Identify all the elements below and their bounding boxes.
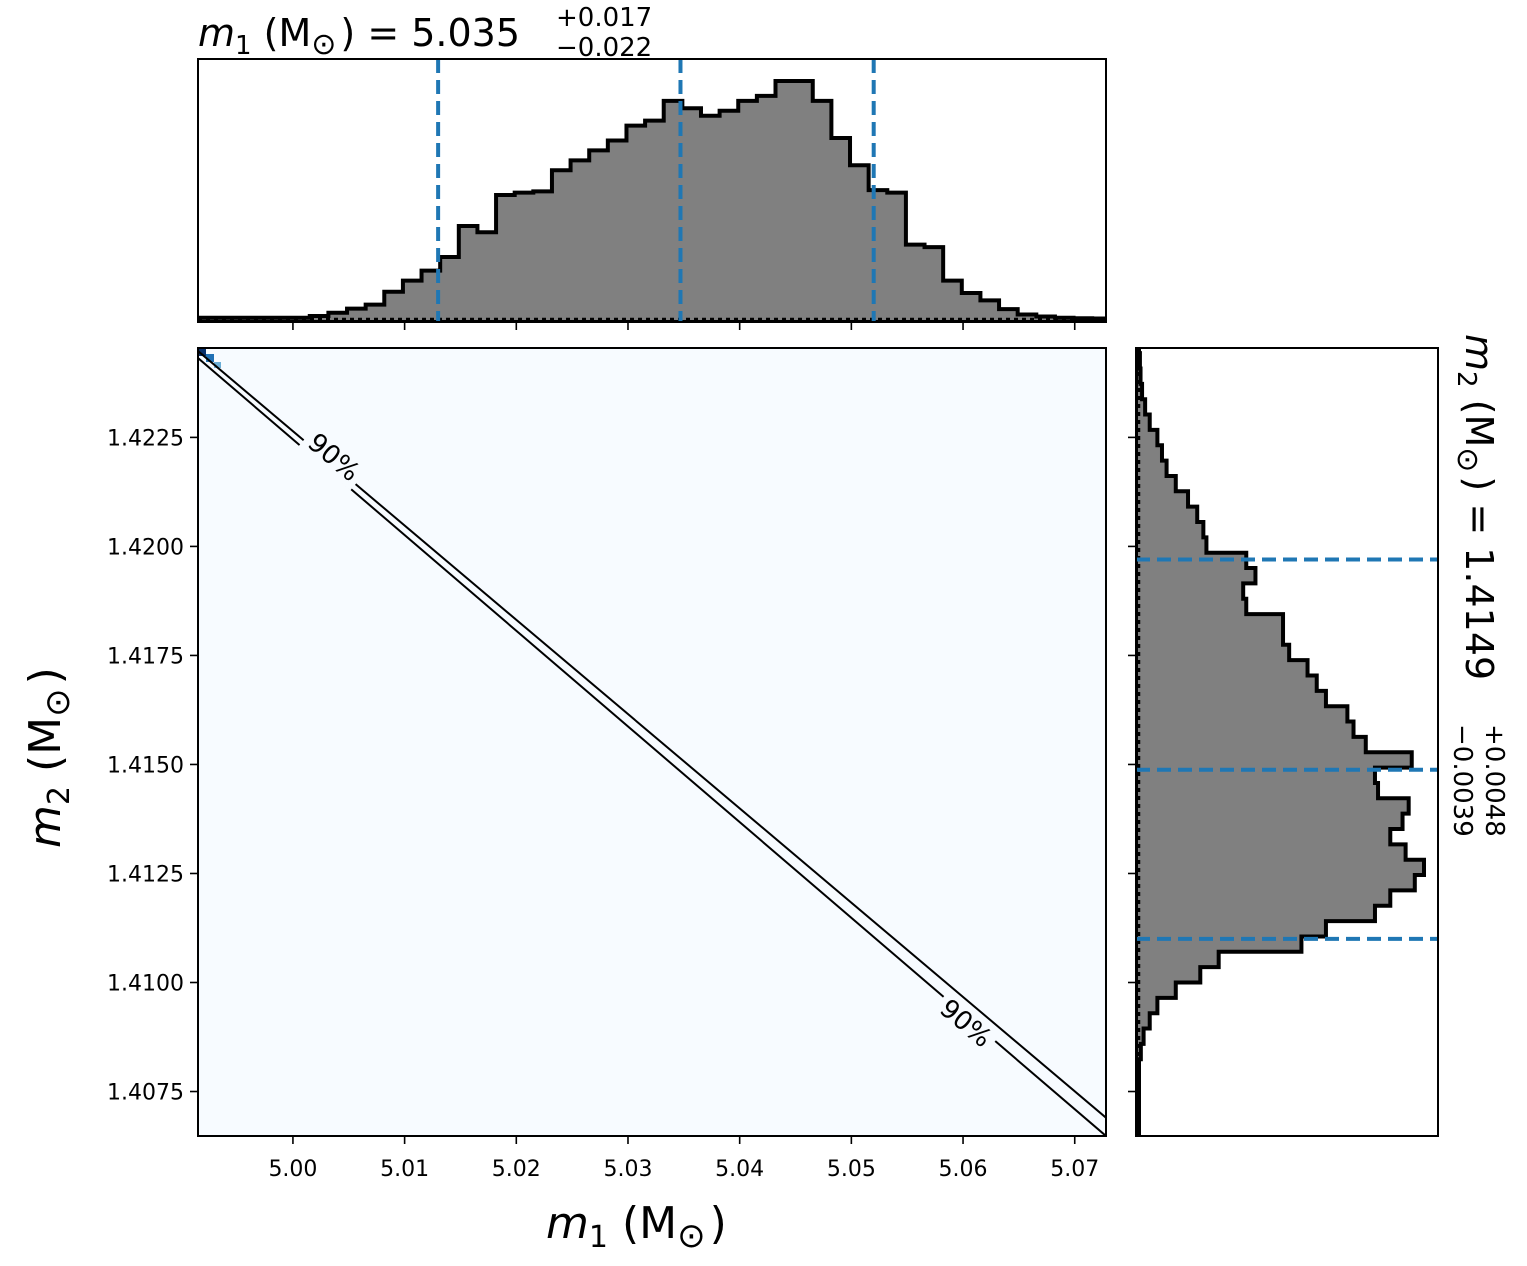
x-tick-label: 5.05 [827, 1157, 876, 1182]
main-frame [197, 347, 1107, 1137]
m2-histogram-bars [1136, 348, 1426, 1136]
x-tick-label: 5.06 [939, 1157, 988, 1182]
right-frame [1135, 347, 1439, 1137]
x-tick-label: 5.03 [603, 1157, 652, 1182]
m1-histogram [198, 59, 1106, 322]
m1-title-plus: +0.017 [556, 3, 652, 33]
x-tick-label: 5.04 [715, 1157, 764, 1182]
x-tick-label: 5.07 [1050, 1157, 1099, 1182]
density-cell [214, 362, 221, 368]
m1-histogram-panel [197, 58, 1107, 330]
m1-title: m1 (M⊙) = 5.035 [198, 11, 520, 62]
m2-title-minus: −0.0039 [1447, 724, 1477, 837]
y-tick-label: 1.4125 [107, 862, 184, 887]
contour-label-gap [930, 989, 1002, 1057]
y-tick-label: 1.4100 [107, 971, 184, 996]
y-tick-label: 1.4225 [107, 426, 184, 451]
y-tick-label: 1.4150 [107, 753, 184, 778]
contour-label-gap [298, 423, 370, 491]
svg-text:m2 (M⊙) = 1.4149: m2 (M⊙) = 1.4149 [1450, 334, 1501, 680]
y-axis-label: m2 (M⊙) [20, 667, 78, 848]
m2-title: m2 (M⊙) = 1.4149 [1450, 334, 1501, 680]
m2-histogram [1136, 348, 1426, 1136]
joint-posterior-panel: 90%90%5.00 5.01 5.02 5.03 5.04 5.05 5.06 5.071.… [107, 347, 1107, 1182]
m1-title-minus: −0.022 [556, 33, 652, 63]
svg-text:m2 (M⊙): m2 (M⊙) [20, 667, 78, 848]
y-tick-label: 1.4200 [107, 535, 184, 560]
m2-histogram-panel [1128, 347, 1439, 1137]
y-tick-label: 1.4075 [107, 1081, 184, 1106]
m2-title-scripts: +0.0048 −0.0039 [1447, 724, 1509, 837]
x-tick-label: 5.00 [268, 1157, 317, 1182]
density-cell [206, 354, 214, 362]
density-peak-cell [198, 348, 206, 356]
x-tick-label: 5.02 [492, 1157, 541, 1182]
y-tick-label: 1.4175 [107, 644, 184, 669]
x-tick-label: 5.01 [380, 1157, 429, 1182]
x-axis-label: m1 (M⊙) [546, 1198, 727, 1256]
m1-histogram-bars [198, 79, 1106, 322]
m2-title-plus: +0.0048 [1479, 724, 1509, 837]
top-frame [197, 58, 1107, 323]
